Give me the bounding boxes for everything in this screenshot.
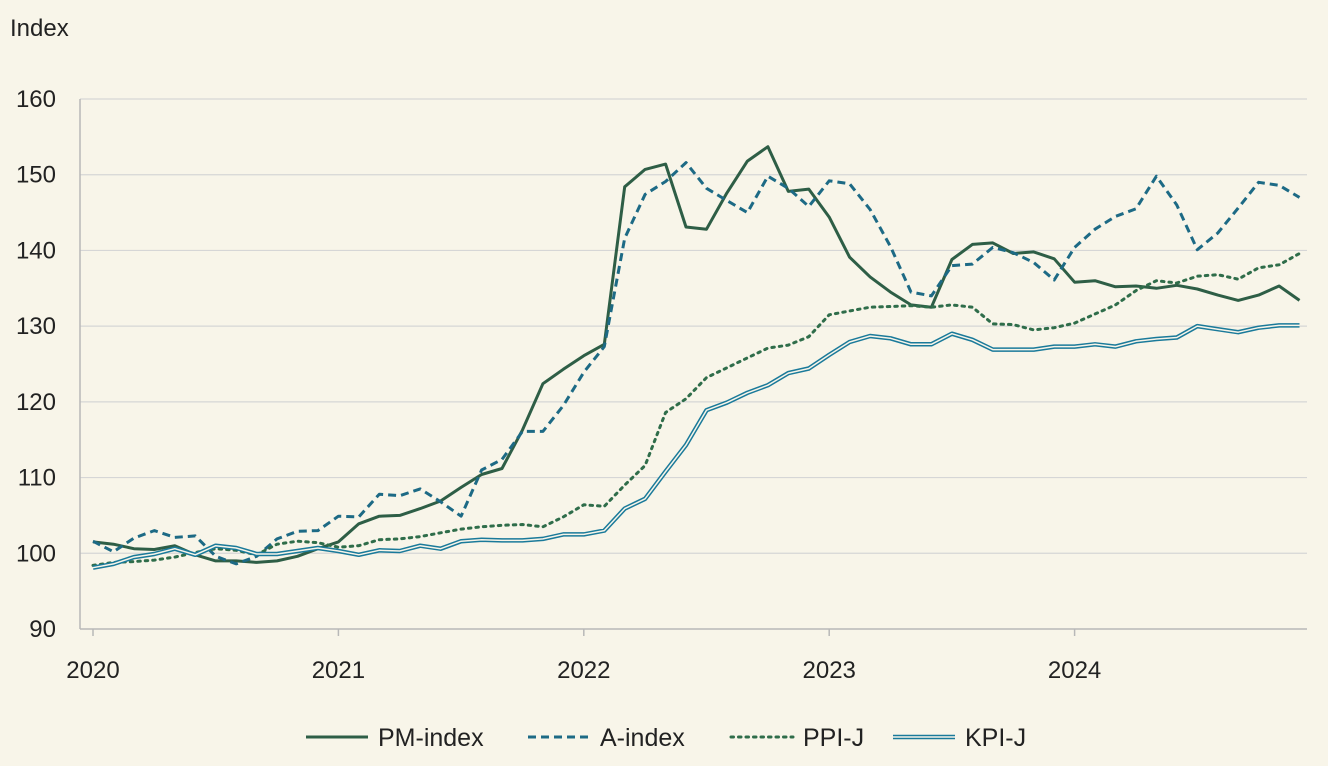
legend-item-KPI-J: KPI-J — [893, 724, 1026, 752]
legend-label: A-index — [600, 724, 685, 752]
series-lines — [91, 145, 1301, 570]
series-line-outer — [92, 323, 1300, 570]
y-tick-label: 110 — [18, 465, 56, 492]
series-PPI-J — [91, 252, 1301, 567]
y-tick-label: 120 — [16, 389, 56, 416]
legend-label: KPI-J — [965, 724, 1026, 752]
x-tick-label: 2024 — [1048, 657, 1101, 684]
series-A-index — [92, 161, 1301, 566]
x-tick-label: 2021 — [312, 657, 365, 684]
axes: 90 100 110 120 130 140 150 160 2020 2021 2022 2023 2… — [16, 86, 1101, 684]
y-tick-label: 90 — [29, 616, 56, 643]
y-tick-label: 130 — [16, 313, 56, 340]
series-line-inner — [92, 324, 1300, 569]
legend-label: PPI-J — [803, 724, 864, 752]
y-tick-label: 140 — [16, 237, 56, 264]
y-axis-unit-label: Index — [10, 15, 69, 42]
y-tick-label: 160 — [16, 86, 56, 113]
legend: PM-index A-index PPI-J KPI-J — [306, 724, 1026, 752]
series-line — [92, 161, 1301, 566]
x-tick-label: 2023 — [803, 657, 856, 684]
series-line — [91, 252, 1301, 567]
x-tick-label: 2020 — [66, 657, 119, 684]
series-line — [92, 145, 1301, 564]
legend-label: PM-index — [378, 724, 484, 752]
series-KPI-J — [92, 323, 1300, 570]
y-tick-label: 100 — [16, 540, 56, 567]
legend-item-PPI-J: PPI-J — [729, 724, 864, 752]
y-tick-label: 150 — [16, 162, 56, 189]
series-PM-index — [92, 145, 1301, 564]
legend-item-A-index: A-index — [528, 724, 685, 752]
x-tick-label: 2022 — [557, 657, 610, 684]
legend-item-PM-index: PM-index — [306, 724, 484, 752]
